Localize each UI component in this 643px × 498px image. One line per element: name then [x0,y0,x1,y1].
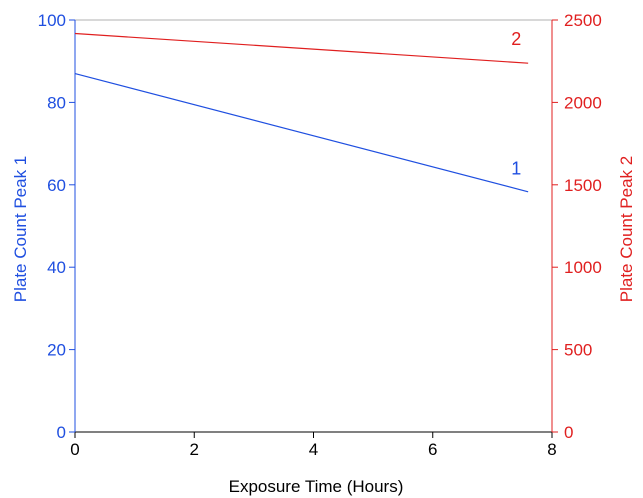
y-right-tick-label: 1000 [564,258,602,277]
x-tick-label: 2 [190,440,199,459]
y-left-tick-label: 80 [47,93,66,112]
y-right-tick-label: 2000 [564,93,602,112]
x-tick-label: 8 [547,440,556,459]
y-left-tick-label: 100 [38,11,66,30]
y-axis-right-title: Plate Count Peak 2 [617,156,636,302]
x-axis-title: Exposure Time (Hours) [229,477,404,496]
series-annotations: 12 [511,29,521,178]
x-tick-label: 4 [309,440,318,459]
y-axis-left: 0 20 40 60 80 100 [38,11,76,442]
y-right-tick-label: 1500 [564,176,602,195]
x-tick-label: 0 [70,440,79,459]
series-lines [74,32,529,193]
y-right-tick-label: 0 [564,423,573,442]
y-axis-left-title: Plate Count Peak 1 [11,156,30,302]
series-line-2 [74,32,529,64]
y-left-tick-label: 60 [47,176,66,195]
x-axis: 0 2 4 6 8 [70,431,557,459]
series-annotation-1: 1 [511,159,521,179]
y-right-tick-label: 500 [564,341,592,360]
y-left-tick-label: 0 [57,423,66,442]
x-tick-label: 6 [428,440,437,459]
y-right-tick-label: 2500 [564,11,602,30]
y-left-tick-label: 40 [47,258,66,277]
y-axis-right: 0 500 1000 1500 2000 2500 [551,11,602,442]
series-line-1 [74,72,529,193]
y-left-tick-label: 20 [47,341,66,360]
series-annotation-2: 2 [511,29,521,49]
